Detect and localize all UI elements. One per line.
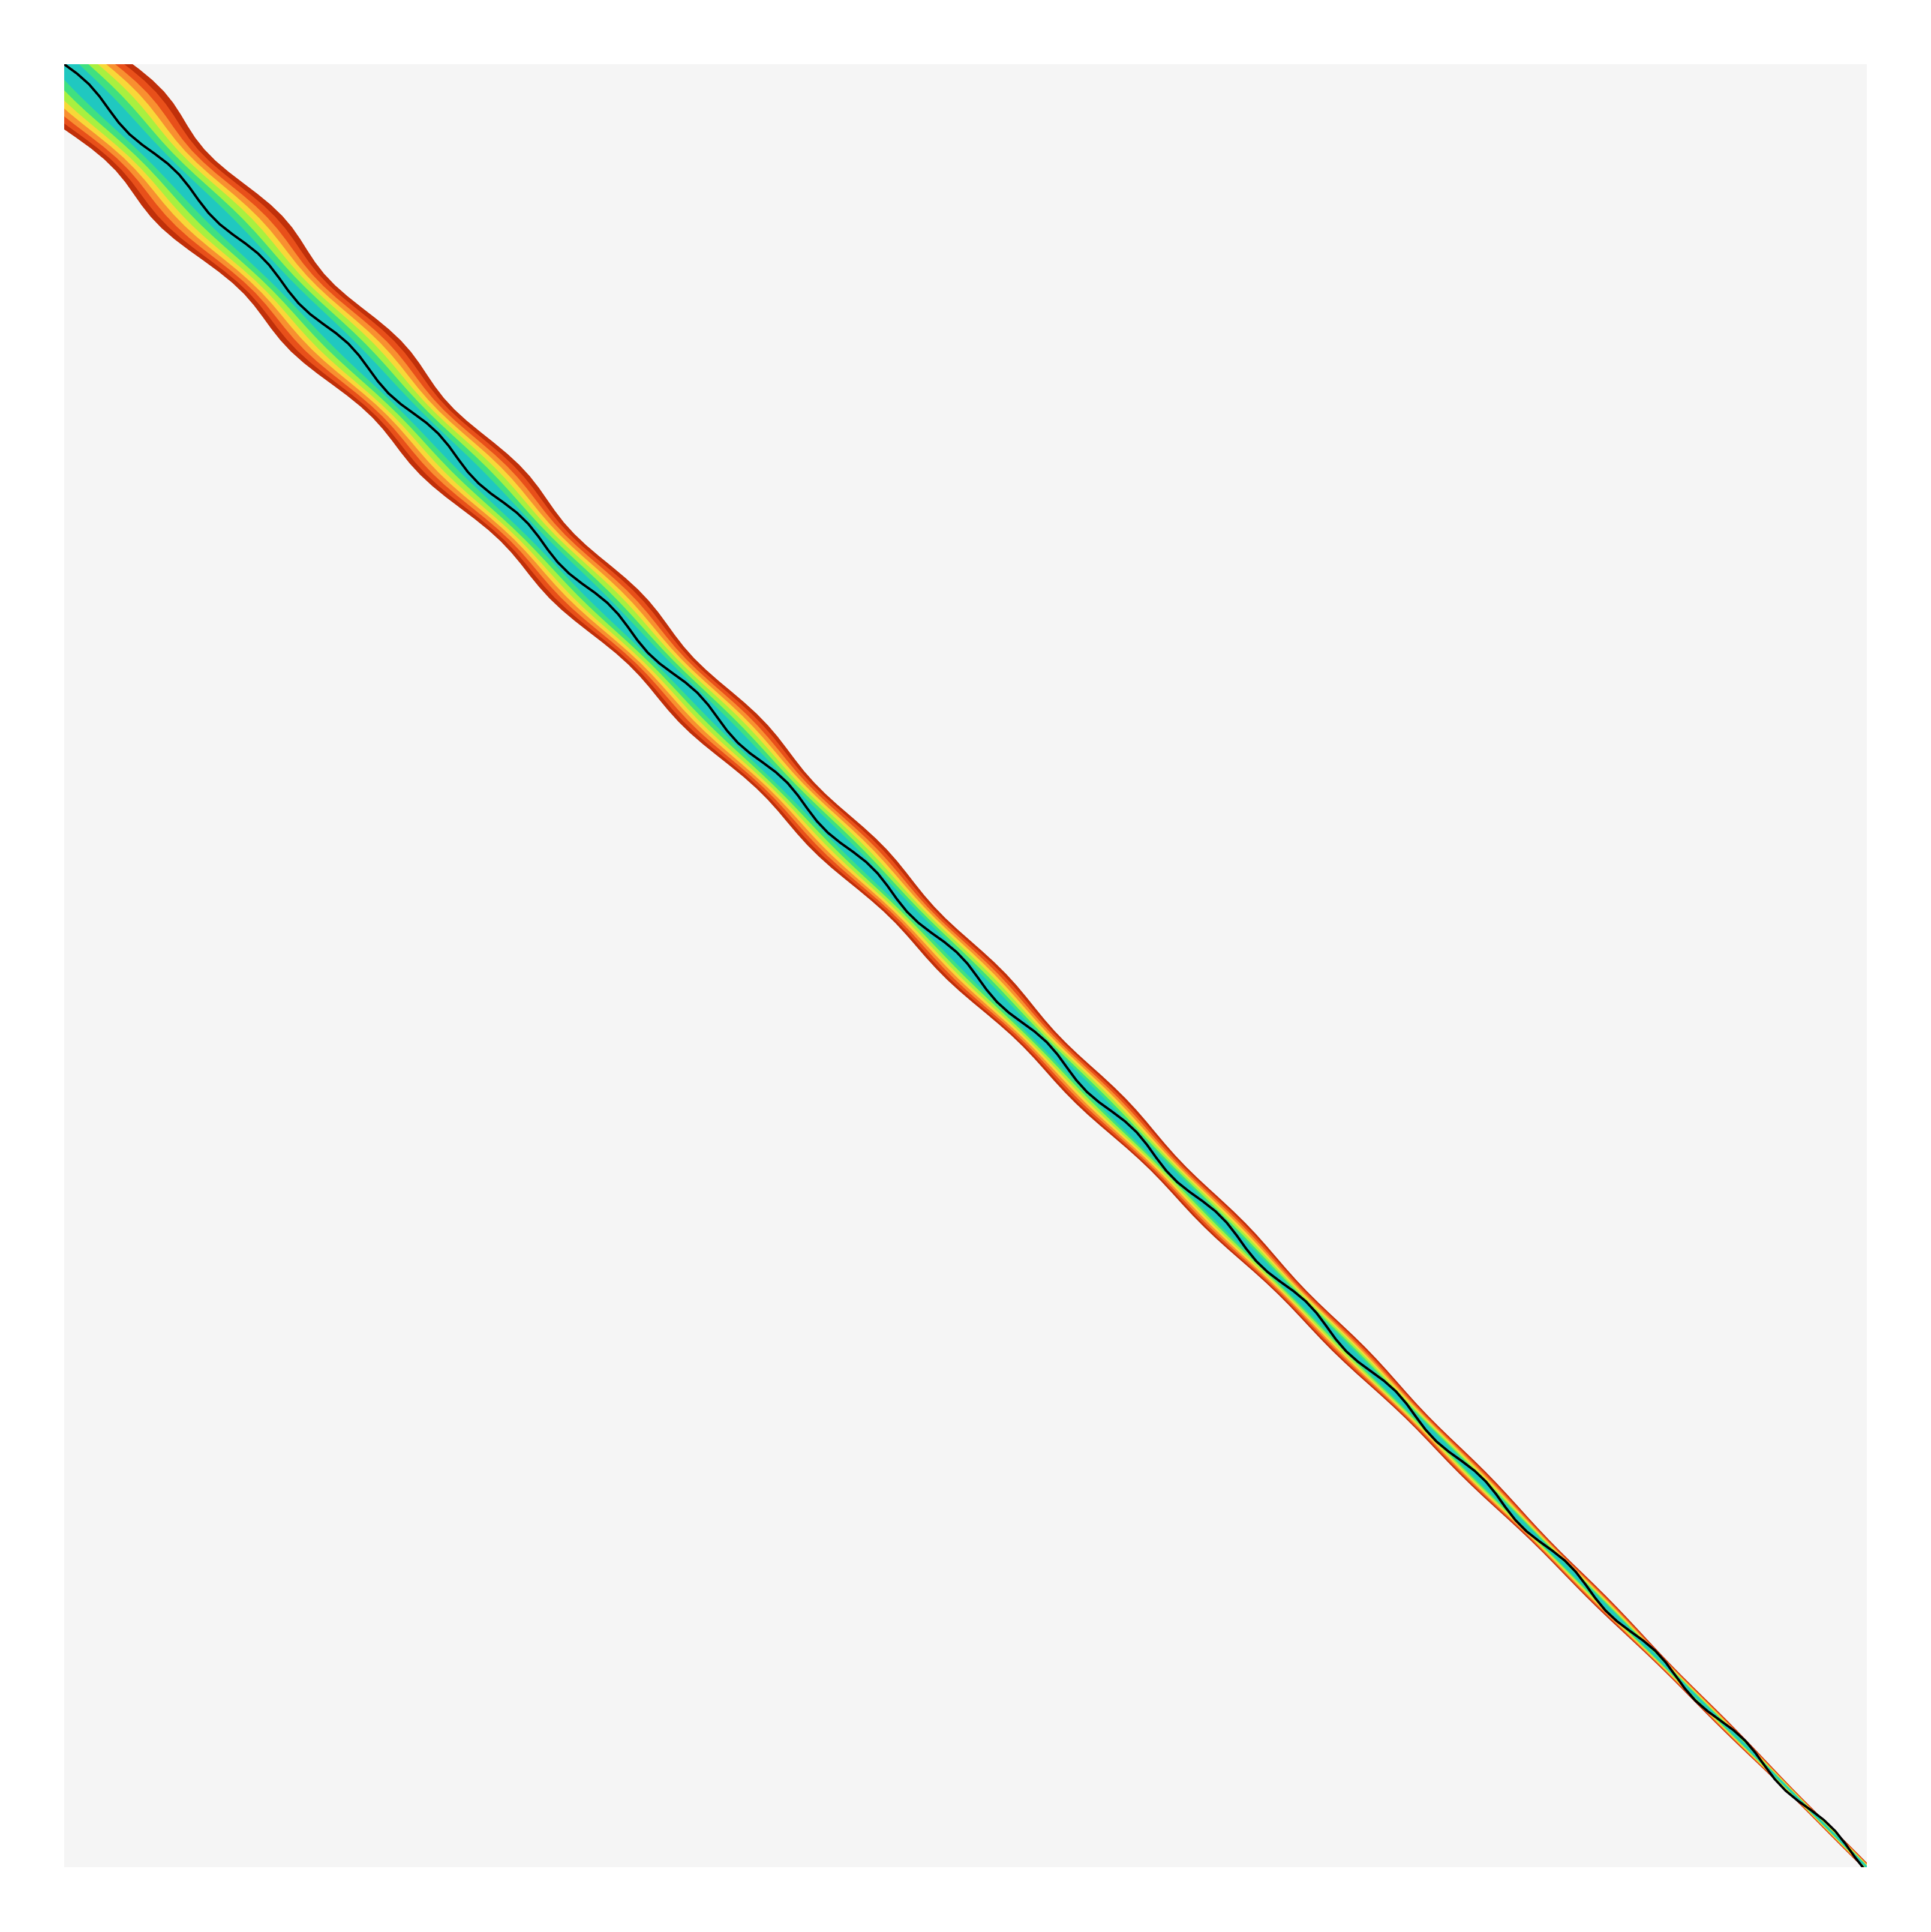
cost-band <box>64 64 1867 1867</box>
warping-path <box>64 64 1864 1867</box>
